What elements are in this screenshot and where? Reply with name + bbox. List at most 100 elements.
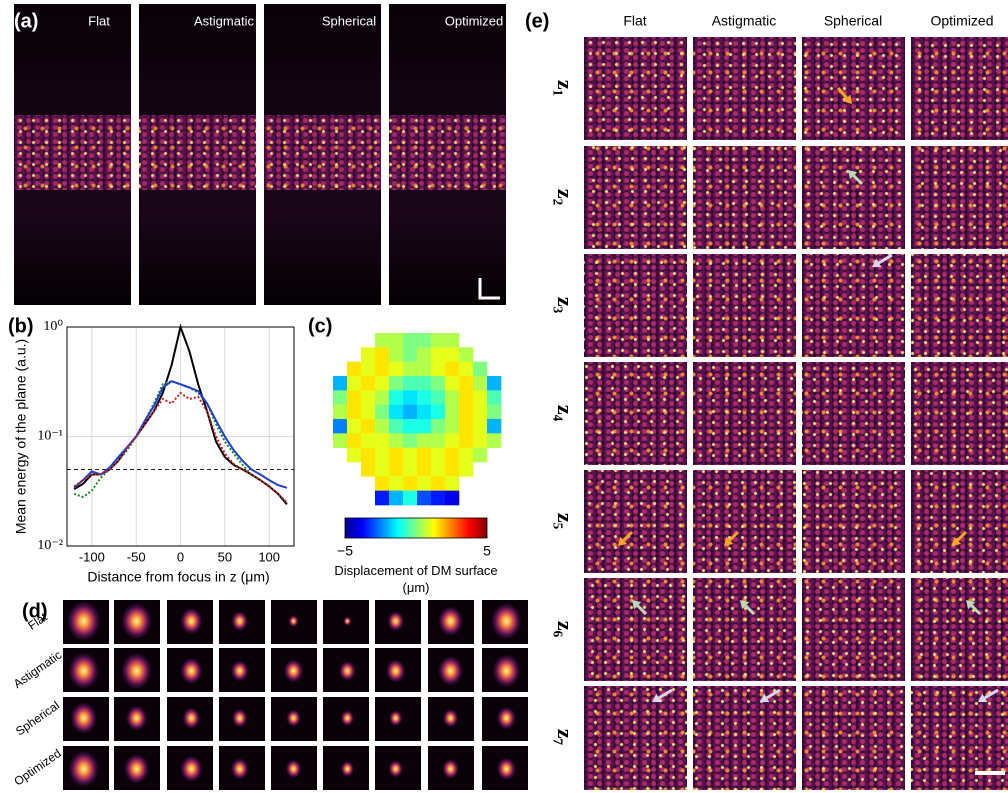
arrow-shaft — [746, 606, 754, 614]
heatmap-cell — [375, 462, 389, 477]
heatmap-cell — [389, 433, 403, 448]
column-title: Optimized — [930, 13, 993, 29]
heatmap-cell — [333, 433, 347, 448]
column-title: Flat — [623, 13, 646, 29]
heatmap-cell — [403, 448, 417, 463]
heatmap-cell — [417, 433, 431, 448]
column-title: Spherical — [824, 13, 882, 29]
heatmap-cell — [473, 419, 487, 434]
heatmap-cell — [389, 448, 403, 463]
heatmap-cell — [431, 405, 445, 420]
colorbar-label: Displacement of DM surface (μm) — [326, 562, 506, 596]
heatmap-cell — [333, 376, 347, 391]
heatmap-cell — [445, 491, 459, 506]
heatmap-cell — [459, 448, 473, 463]
heatmap-cell — [375, 376, 389, 391]
heatmap-cell — [417, 448, 431, 463]
heatmap-cell — [417, 390, 431, 405]
heatmap-cell — [403, 405, 417, 420]
heatmap-cell — [445, 362, 459, 377]
row-label: z₅ — [553, 513, 578, 530]
heatmap-cell — [375, 419, 389, 434]
heatmap-cell — [473, 433, 487, 448]
row-label: z₇ — [553, 729, 578, 746]
heatmap-cell — [431, 491, 445, 506]
heatmap-cell — [389, 491, 403, 506]
panel-label: (c) — [308, 315, 332, 337]
heatmap-cell — [473, 390, 487, 405]
heatmap-cell — [361, 376, 375, 391]
heatmap-cell — [389, 476, 403, 491]
heatmap-cell — [403, 333, 417, 348]
heatmap-cell — [403, 433, 417, 448]
heatmap-cell — [389, 362, 403, 377]
heatmap-cell — [445, 462, 459, 477]
heatmap-cell — [375, 347, 389, 362]
heatmap-cell — [459, 390, 473, 405]
panel-label: (e) — [525, 10, 549, 32]
heatmap-cell — [487, 390, 501, 405]
x-tick-label: -50 — [127, 549, 146, 564]
panel-label: (b) — [8, 315, 34, 337]
scale-bar — [480, 278, 500, 298]
row-label: z₂ — [553, 189, 578, 206]
row-label: z₆ — [553, 621, 578, 638]
heatmap-cell — [361, 433, 375, 448]
heatmap-cell — [361, 362, 375, 377]
heatmap-cell — [431, 376, 445, 391]
heatmap-cell — [375, 448, 389, 463]
heatmap-cell — [431, 362, 445, 377]
column-title: Astigmatic — [712, 13, 777, 29]
heatmap-cell — [431, 433, 445, 448]
heatmap-cell — [431, 390, 445, 405]
heatmap-cell — [431, 448, 445, 463]
image-title: Optimized — [445, 13, 504, 28]
heatmap-cell — [445, 333, 459, 348]
heatmap-cell — [375, 433, 389, 448]
row-label: Spherical — [13, 698, 62, 738]
heatmap-cell — [473, 362, 487, 377]
arrow-shaft — [659, 690, 672, 698]
heatmap-cell — [459, 376, 473, 391]
heatmap-cell — [361, 405, 375, 420]
arrow-shaft — [958, 532, 966, 540]
arrow-shaft — [767, 690, 780, 698]
heatmap-cell — [445, 376, 459, 391]
image-title: Astigmatic — [194, 13, 254, 28]
heatmap-cell — [403, 362, 417, 377]
heatmap-cell — [431, 333, 445, 348]
y-tick-label: 10⁻¹ — [37, 429, 63, 444]
heatmap-cell — [403, 476, 417, 491]
panel-label: (a) — [14, 10, 38, 32]
heatmap-cell — [431, 462, 445, 477]
y-axis-label: Mean energy of the plane (a.u.) — [13, 339, 29, 534]
heatmap-cell — [389, 376, 403, 391]
heatmap-cell — [487, 405, 501, 420]
heatmap-cell — [375, 476, 389, 491]
heatmap-cell — [375, 333, 389, 348]
heatmap-cell — [445, 347, 459, 362]
y-tick-label: 10⁰ — [43, 319, 63, 334]
heatmap-cell — [375, 390, 389, 405]
arrow-shaft — [838, 88, 847, 98]
y-tick-label: 10⁻² — [37, 538, 63, 553]
heatmap-cell — [417, 333, 431, 348]
heatmap-cell — [389, 333, 403, 348]
heatmap-cell — [361, 419, 375, 434]
heatmap-cell — [445, 405, 459, 420]
heatmap-cell — [417, 476, 431, 491]
heatmap-cell — [445, 390, 459, 405]
heatmap-cell — [417, 462, 431, 477]
heatmap-cell — [347, 390, 361, 405]
row-label: Astigmatic — [11, 648, 64, 691]
heatmap-cell — [431, 347, 445, 362]
heatmap-cell — [417, 419, 431, 434]
heatmap-cell — [403, 347, 417, 362]
heatmap-cell — [361, 448, 375, 463]
heatmap-cell — [459, 419, 473, 434]
heatmap-cell — [459, 405, 473, 420]
heatmap-cell — [375, 405, 389, 420]
arrow-shaft — [638, 606, 646, 614]
heatmap-cell — [417, 491, 431, 506]
heatmap-cell — [361, 347, 375, 362]
